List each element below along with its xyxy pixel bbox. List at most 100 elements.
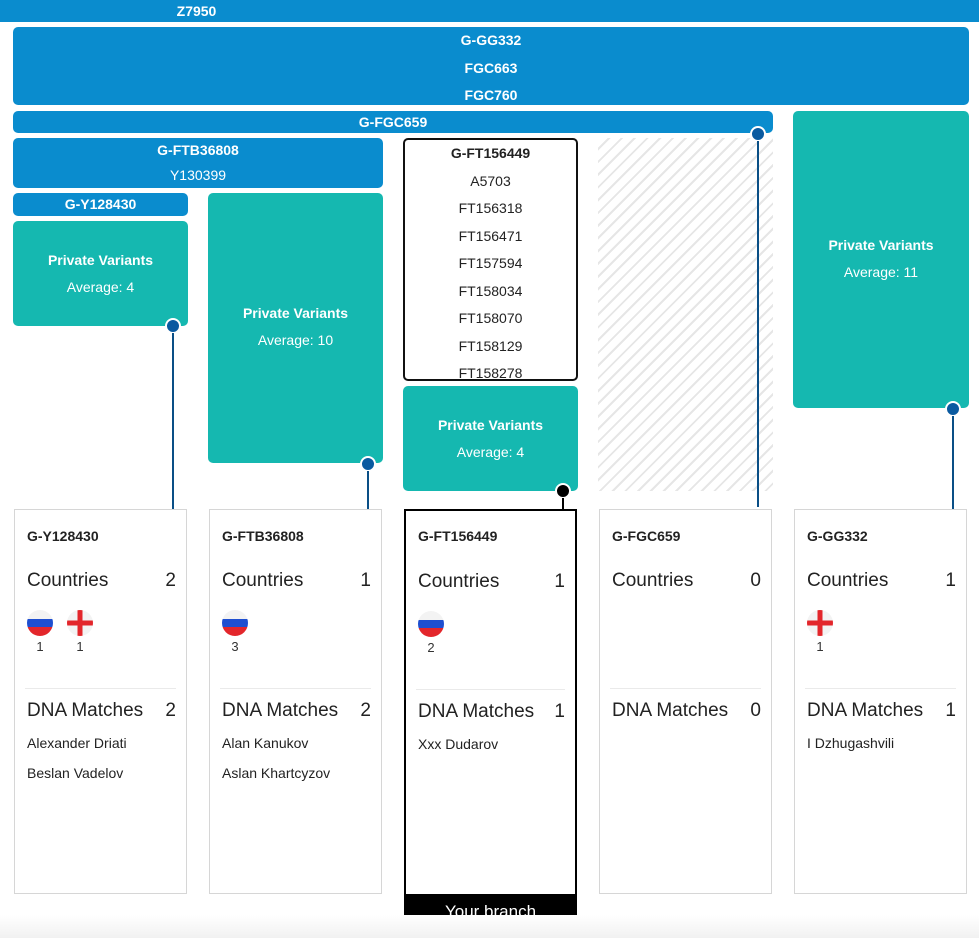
card-title: G-FGC659 [612,528,681,544]
selected-branch-snp-list[interactable]: G-FT156449 A5703 FT156318 FT156471 FT157… [403,138,578,381]
dna-matches-count: 0 [750,700,761,721]
dna-match-link[interactable]: Alan Kanukov [222,735,309,751]
card-divider [220,688,371,689]
snp-label: FT156318 [458,200,523,216]
russia-flag-icon [418,611,444,637]
flag-count: 1 [816,639,824,654]
private-variants-g-y128430[interactable]: Private Variants Average: 4 [13,221,188,326]
private-variants-average: Average: 10 [257,332,334,348]
connector-line [172,333,174,509]
snp-label: FT156471 [458,227,523,244]
haplogroup-label: G-GG332 [460,32,522,48]
countries-row: Countries 1 [807,570,956,592]
flag-item-russia[interactable]: 2 [418,611,444,655]
card-title: G-GG332 [807,528,868,544]
countries-row: Countries 0 [612,570,761,592]
bottom-fade [0,915,979,938]
dna-matches-list: Alexander Driati Beslan Vadelov [27,728,127,788]
flag-count: 2 [427,640,435,655]
dna-matches-label: DNA Matches [222,700,339,721]
dna-matches-label: DNA Matches [418,701,535,722]
haplogroup-g-fgc659-bar[interactable]: G-FGC659 [13,111,773,133]
card-divider [416,689,565,690]
haplogroup-z7950-bar[interactable]: Z7950 [0,0,979,22]
countries-label: Countries [222,570,304,591]
haplogroup-g-gg332-bar[interactable]: G-GG332 FGC663 FGC760 [13,27,969,105]
countries-label: Countries [807,570,889,591]
country-flags: 3 [222,610,248,654]
russia-flag-icon [27,610,53,636]
dna-match-link[interactable]: Xxx Dudarov [418,736,499,752]
dna-matches-row: DNA Matches 0 [612,700,761,722]
country-flags: 2 [418,611,444,655]
private-variants-title: Private Variants [828,237,934,253]
snp-label: FT158129 [458,337,523,354]
country-flags: 1 [807,610,833,654]
branch-card-g-fgc659[interactable]: G-FGC659 Countries 0 DNA Matches 0 [599,509,772,894]
private-variants-g-gg332[interactable]: Private Variants Average: 11 [793,111,969,408]
haplogroup-label: G-Y128430 [64,196,137,212]
private-variants-title: Private Variants [47,251,154,268]
countries-count: 2 [165,570,176,591]
countries-label: Countries [27,570,109,591]
countries-count: 1 [360,570,371,591]
georgia-flag-icon [67,610,93,636]
branch-card-g-ft156449[interactable]: G-FT156449 Countries 1 2 DNA Matches 1 X… [404,509,577,896]
haplogroup-label: G-FGC659 [358,114,428,130]
private-variants-average: Average: 4 [456,443,525,460]
flag-item-georgia[interactable]: 1 [67,610,93,654]
snp-label: FGC760 [464,87,518,103]
private-variants-average: Average: 11 [843,264,919,280]
connector-dot [165,318,181,334]
flag-item-russia[interactable]: 1 [27,610,53,654]
card-title: G-Y128430 [27,528,99,544]
countries-row: Countries 1 [222,570,371,592]
dna-matches-count: 2 [165,700,176,721]
flag-count: 1 [36,639,44,654]
card-divider [805,688,956,689]
flag-item-russia[interactable]: 3 [222,610,248,654]
dna-matches-row: DNA Matches 1 [807,700,956,722]
countries-count: 0 [750,570,761,591]
countries-label: Countries [612,570,694,591]
connector-line [757,141,759,507]
haplogroup-label: Z7950 [176,3,217,19]
card-title: G-FT156449 [418,528,498,544]
branch-card-g-gg332[interactable]: G-GG332 Countries 1 1 DNA Matches 1 I Dz… [794,509,967,894]
private-variants-g-ft156449[interactable]: Private Variants Average: 4 [403,386,578,491]
snp-label: FT158034 [458,282,523,299]
dna-match-link[interactable]: Aslan Khartcyzov [222,765,331,781]
dna-match-link[interactable]: Beslan Vadelov [27,765,124,781]
georgia-flag-icon [807,610,833,636]
connector-line-selected [562,498,564,510]
snp-label: FT158278 [458,365,523,381]
countries-count: 1 [945,570,956,591]
branch-card-g-ftb36808[interactable]: G-FTB36808 Countries 1 3 DNA Matches 2 A… [209,509,382,894]
country-flags: 1 1 [27,610,93,654]
dna-matches-row: DNA Matches 1 [418,701,565,723]
haplogroup-g-ftb36808-bar[interactable]: G-FTB36808 Y130399 [13,138,383,188]
snp-label: A5703 [470,172,511,189]
private-variants-g-ftb36808[interactable]: Private Variants Average: 10 [208,193,383,463]
snp-label: Y130399 [169,167,227,183]
dna-matches-label: DNA Matches [807,700,924,721]
haplogroup-label: G-FTB36808 [157,142,239,158]
connector-dot-selected [555,483,571,499]
dna-matches-list: Xxx Dudarov [418,729,498,759]
flag-count: 1 [76,639,84,654]
haplogroup-g-y128430-bar[interactable]: G-Y128430 [13,193,188,216]
branch-card-g-y128430[interactable]: G-Y128430 Countries 2 1 1 DNA Matches 2 … [14,509,187,894]
connector-dot [360,456,376,472]
flag-item-georgia[interactable]: 1 [807,610,833,654]
connector-dot [750,126,766,142]
empty-branch-placeholder [598,138,773,491]
card-title: G-FTB36808 [222,528,304,544]
dna-matches-count: 2 [360,700,371,721]
connector-line [952,416,954,509]
dna-match-link[interactable]: Alexander Driati [27,735,127,751]
private-variants-title: Private Variants [242,305,349,321]
dna-matches-row: DNA Matches 2 [27,700,176,722]
connector-dot [945,401,961,417]
dna-match-link[interactable]: I Dzhugashvili [807,735,895,751]
countries-count: 1 [554,571,565,592]
